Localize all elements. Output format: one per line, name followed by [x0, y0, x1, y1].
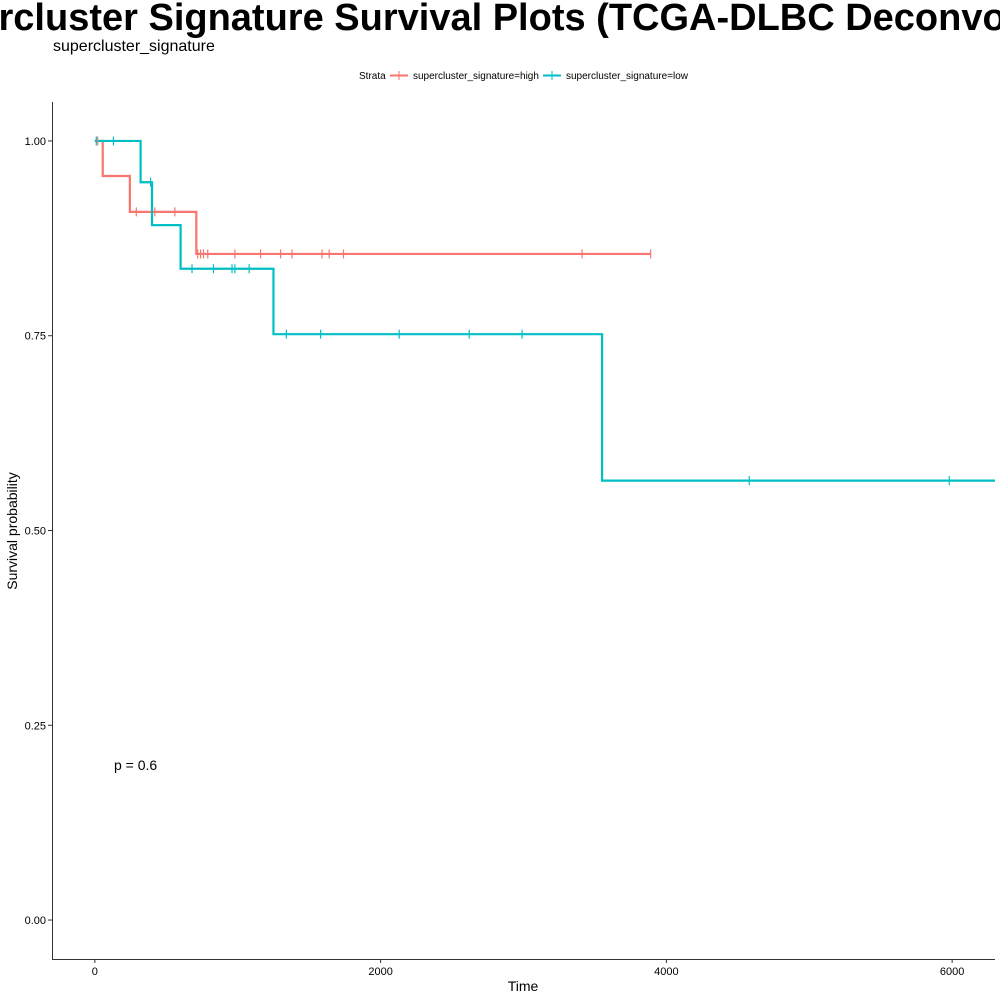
- censor-marks: [95, 136, 950, 486]
- survival-curve-high: [94, 139, 651, 256]
- survival-curve-low: [94, 139, 995, 482]
- legend: Strata supercluster_signature=high super…: [359, 71, 689, 82]
- legend-label-low: supercluster_signature=low: [566, 71, 689, 82]
- y-tick-label: 0.75: [25, 331, 46, 343]
- x-tick-label: 4000: [654, 966, 678, 978]
- y-tick-label: 0.25: [25, 720, 46, 732]
- y-tick-label: 1.00: [25, 136, 46, 148]
- x-tick-label: 0: [92, 966, 98, 978]
- x-axis-title: Time: [508, 978, 539, 994]
- y-axis-ticks: 0.00 0.25 0.50 0.75 1.00: [25, 136, 52, 927]
- legend-label-high: supercluster_signature=high: [413, 71, 539, 82]
- x-tick-label: 2000: [368, 966, 392, 978]
- x-tick-label: 6000: [940, 966, 964, 978]
- survival-curves: [94, 139, 995, 482]
- x-axis-ticks: 0 2000 4000 6000: [92, 959, 964, 978]
- y-tick-label: 0.50: [25, 526, 46, 538]
- y-axis-title: Survival probability: [4, 472, 20, 590]
- p-value-annotation: p = 0.6: [114, 757, 157, 773]
- plot-area: 0.00 0.25 0.50 0.75 1.00 0 2000 4000 6000: [25, 102, 995, 978]
- chart-title: Supercluster Signature Survival Plots (T…: [0, 0, 1000, 39]
- chart-subtitle: supercluster_signature: [53, 38, 215, 55]
- legend-title: Strata: [359, 71, 386, 82]
- y-tick-label: 0.00: [25, 915, 46, 927]
